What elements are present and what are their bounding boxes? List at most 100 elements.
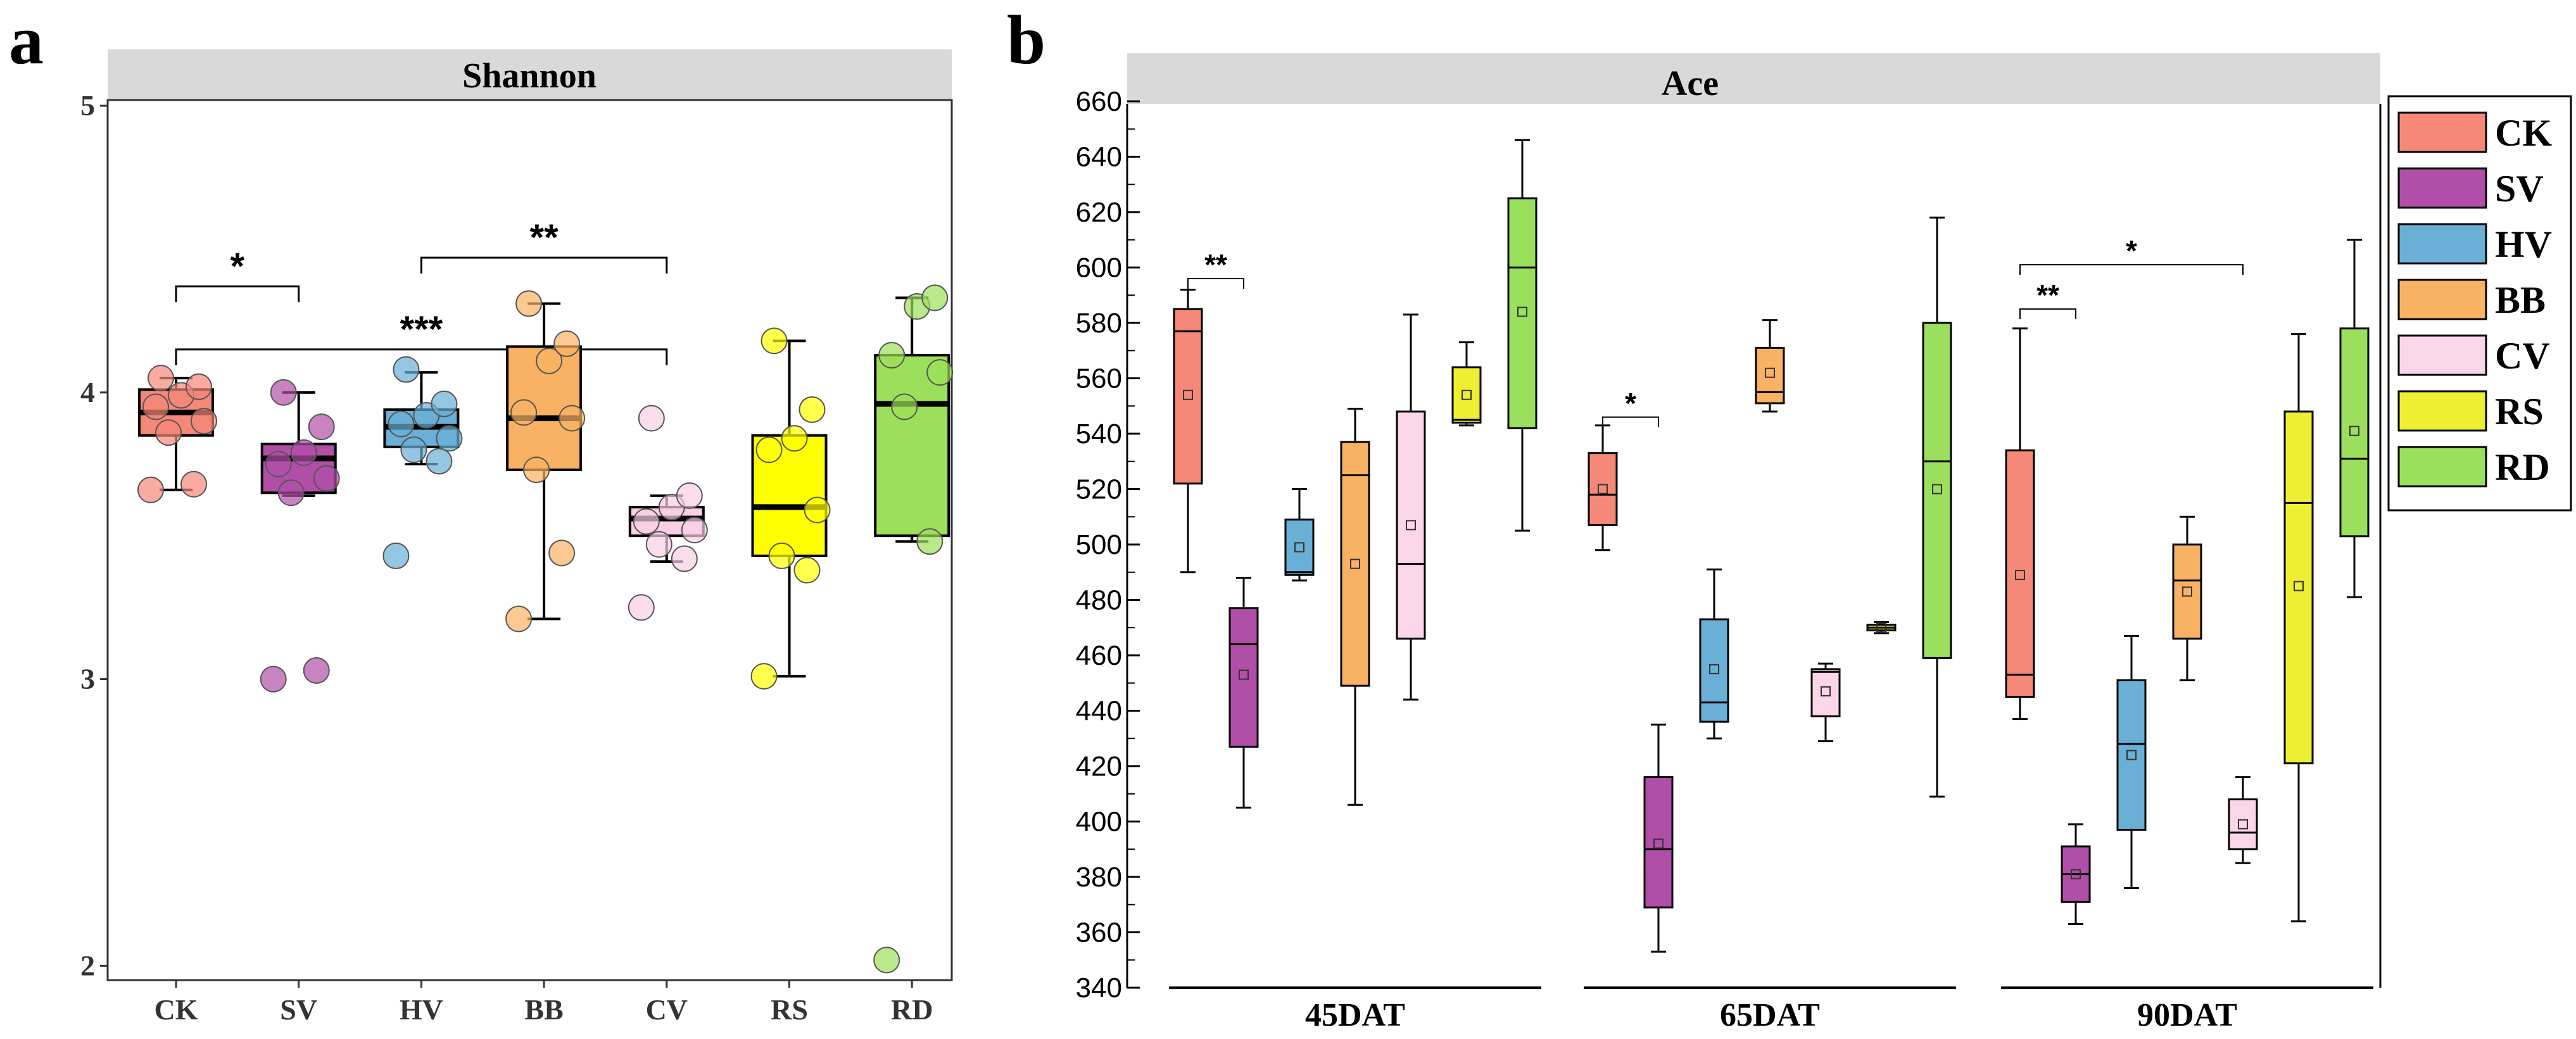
ace-box-45dat-rs [1451, 341, 1482, 427]
shannon-data-point [505, 605, 533, 633]
ace-mean-marker [1462, 389, 1472, 400]
ace-ytick-label: 400 [1076, 807, 1122, 838]
ace-ytick-label: 600 [1076, 253, 1122, 284]
ace-box-rect [2339, 327, 2370, 538]
shannon-data-point [768, 542, 795, 569]
shannon-xtick-label: BB [524, 993, 563, 1026]
shannon-title: Shannon [462, 56, 597, 96]
shannon-data-point [393, 356, 420, 383]
shannon-data-point [186, 373, 212, 400]
ace-significance-bracket [2019, 308, 2076, 320]
shannon-y-axis: 2 3 4 5 [80, 89, 108, 981]
ace-box-65dat-bb [1755, 319, 1785, 413]
ace-group-label: 65DAT [1720, 997, 1820, 1033]
legend-swatch-bb [2397, 279, 2487, 320]
shannon-data-point [681, 517, 708, 544]
shannon-box-rd [873, 284, 954, 974]
shannon-box-hv [382, 356, 463, 569]
ace-mean-marker [1517, 306, 1527, 317]
shannon-data-point [750, 663, 778, 690]
shannon-x-axis: CK SV HV BB CV RS RD [155, 980, 933, 1026]
shannon-data-point [400, 436, 427, 463]
legend: CK SV HV BB CV RS RD [2387, 95, 2572, 512]
ace-box-45dat-ck [1173, 289, 1203, 574]
shannon-box-rs [750, 327, 831, 690]
shannon-box-cv [628, 405, 708, 621]
ace-ytick-label: 660 [1076, 86, 1122, 117]
ace-box-65dat-ck [1588, 424, 1618, 551]
shannon-data-point [523, 457, 550, 484]
shannon-xtick-label: CV [646, 993, 688, 1026]
shannon-xtick-label: RD [891, 993, 933, 1026]
shannon-significance-label: * [230, 246, 245, 287]
shannon-data-point [388, 410, 415, 438]
shannon-data-point [137, 476, 164, 503]
ace-mean-marker [2126, 750, 2137, 760]
ace-ytick-label: 640 [1076, 142, 1122, 173]
ace-mean-marker [1239, 669, 1249, 680]
ace-group-label: 45DAT [1305, 997, 1405, 1033]
ace-ytick-label: 340 [1076, 973, 1122, 1004]
legend-label-cv: CV [2495, 335, 2550, 377]
ace-strip [1127, 53, 2380, 104]
ace-box-90dat-sv [2061, 823, 2091, 925]
ace-ytick-label: 480 [1076, 585, 1122, 616]
legend-swatch-cv [2397, 334, 2487, 376]
shannon-ytick-label: 4 [80, 376, 95, 408]
shannon-data-point [553, 330, 581, 357]
shannon-data-point [671, 545, 698, 572]
shannon-data-point [916, 528, 944, 555]
shannon-data-point [761, 327, 788, 355]
shannon-data-point [921, 284, 949, 312]
ace-panel: Ace 340 360 380 400 420 440 460 480 500 520 540 560… [1076, 53, 2382, 1033]
shannon-data-point [382, 542, 410, 569]
shannon-ytick-label: 2 [80, 949, 95, 981]
shannon-data-point [799, 396, 826, 423]
ace-box-rect [1699, 618, 1729, 723]
ace-mean-marker [1932, 484, 1942, 494]
shannon-xtick-label: HV [400, 993, 443, 1026]
ace-mean-marker [1765, 367, 1775, 378]
ace-box-rect [1588, 452, 1618, 526]
shannon-data-point [290, 439, 317, 466]
shannon-data-point [633, 508, 660, 535]
ace-box-rect [1340, 441, 1370, 687]
panel-b-letter: b [1007, 1, 1045, 79]
shannon-data-point [548, 539, 576, 567]
ace-ytick-label: 620 [1076, 197, 1122, 228]
shannon-data-point [628, 594, 655, 621]
shannon-significance-label: *** [400, 309, 443, 350]
shannon-data-point [313, 465, 340, 492]
ace-box-90dat-hv [2116, 634, 2147, 889]
ace-ytick-label: 520 [1076, 474, 1122, 505]
shannon-data-point [270, 379, 297, 406]
legend-label-rd: RD [2495, 446, 2550, 488]
ace-title: Ace [1662, 64, 1719, 103]
ace-ytick-label: 500 [1076, 529, 1122, 560]
shannon-data-point [878, 341, 906, 368]
shannon-significance-bracket [175, 348, 668, 365]
ace-ytick-label: 540 [1076, 419, 1122, 450]
shannon-data-point [515, 290, 543, 317]
shannon-plot-frame [106, 99, 953, 981]
ace-ytick-label: 460 [1076, 640, 1122, 671]
shannon-xtick-label: RS [771, 993, 808, 1026]
ace-y-axis: 340 360 380 400 420 440 460 480 500 520 540 560 580 6… [1076, 86, 1140, 1004]
legend-label-rs: RS [2495, 391, 2544, 432]
shannon-data-point [142, 393, 169, 420]
shannon-data-point [873, 947, 900, 974]
ace-boxes [1173, 139, 2370, 953]
ace-mean-marker [2238, 819, 2248, 829]
ace-box-rect [2172, 543, 2202, 640]
shannon-significance-bracket [175, 285, 300, 303]
ace-box-rect [1173, 308, 1203, 485]
shannon-strip [108, 49, 952, 100]
ace-box-rect [1396, 410, 1426, 640]
shannon-data-point [260, 665, 287, 693]
shannon-data-point [155, 419, 182, 446]
shannon-box-sv [260, 379, 340, 693]
ace-box-90dat-rs [2283, 333, 2314, 923]
ace-significance-bracket [1187, 278, 1244, 289]
